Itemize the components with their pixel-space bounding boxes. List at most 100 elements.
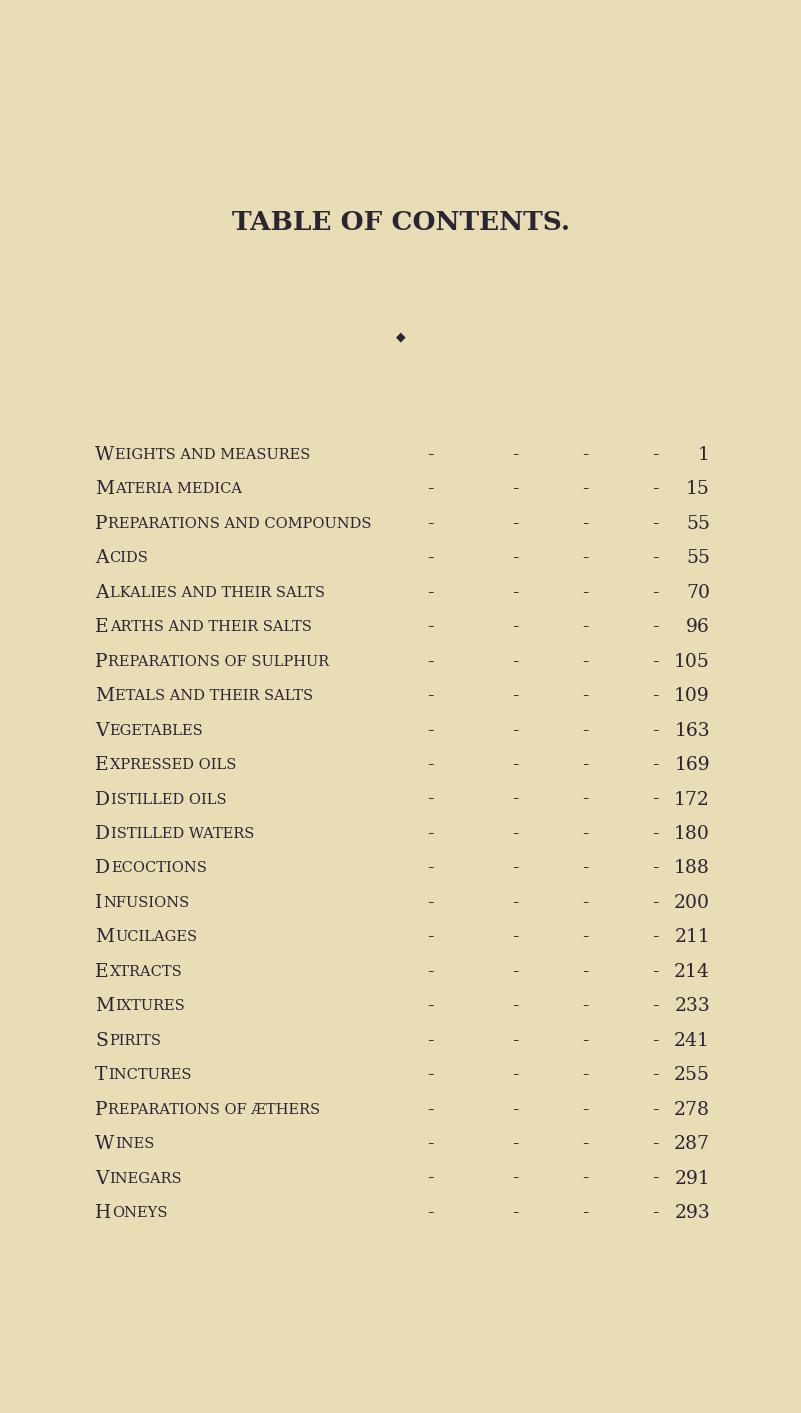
Text: -: - xyxy=(582,998,588,1016)
Text: E: E xyxy=(95,962,109,981)
Text: -: - xyxy=(427,1204,433,1222)
Text: -: - xyxy=(652,447,658,463)
Text: EIGHTS AND MEASURES: EIGHTS AND MEASURES xyxy=(115,448,311,462)
Text: -: - xyxy=(582,859,588,877)
Text: -: - xyxy=(427,859,433,877)
Text: REPARATIONS AND COMPOUNDS: REPARATIONS AND COMPOUNDS xyxy=(108,517,372,531)
Text: UCILAGES: UCILAGES xyxy=(115,930,197,944)
Text: 188: 188 xyxy=(674,859,710,877)
Text: 255: 255 xyxy=(674,1067,710,1084)
Text: -: - xyxy=(582,1031,588,1050)
Text: -: - xyxy=(582,1204,588,1222)
Text: 211: 211 xyxy=(674,928,710,947)
Text: -: - xyxy=(512,790,518,808)
Text: -: - xyxy=(427,928,433,947)
Text: -: - xyxy=(427,722,433,739)
Text: 200: 200 xyxy=(674,894,710,911)
Text: -: - xyxy=(582,687,588,705)
Text: -: - xyxy=(512,687,518,705)
Text: -: - xyxy=(427,790,433,808)
Text: 278: 278 xyxy=(674,1101,710,1119)
Text: P: P xyxy=(95,514,107,533)
Text: H: H xyxy=(95,1204,111,1222)
Text: -: - xyxy=(652,859,658,877)
Text: ISTILLED WATERS: ISTILLED WATERS xyxy=(111,827,255,841)
Text: -: - xyxy=(652,653,658,671)
Text: -: - xyxy=(582,447,588,463)
Text: -: - xyxy=(652,825,658,844)
Text: -: - xyxy=(652,1067,658,1084)
Text: -: - xyxy=(512,514,518,533)
Text: IXTURES: IXTURES xyxy=(115,999,185,1013)
Text: D: D xyxy=(95,825,110,844)
Text: I: I xyxy=(95,894,103,911)
Text: M: M xyxy=(95,928,114,947)
Text: -: - xyxy=(512,756,518,774)
Text: -: - xyxy=(427,653,433,671)
Text: S: S xyxy=(95,1031,108,1050)
Text: -: - xyxy=(582,584,588,602)
Text: -: - xyxy=(582,1170,588,1187)
Text: ◆: ◆ xyxy=(396,331,405,343)
Text: -: - xyxy=(512,480,518,499)
Text: -: - xyxy=(652,1101,658,1119)
Text: 291: 291 xyxy=(674,1170,710,1187)
Text: D: D xyxy=(95,790,110,808)
Text: -: - xyxy=(512,1067,518,1084)
Text: 105: 105 xyxy=(674,653,710,671)
Text: -: - xyxy=(427,825,433,844)
Text: INES: INES xyxy=(115,1137,155,1152)
Text: T: T xyxy=(95,1067,107,1084)
Text: -: - xyxy=(427,687,433,705)
Text: -: - xyxy=(582,514,588,533)
Text: ISTILLED OILS: ISTILLED OILS xyxy=(111,793,227,807)
Text: -: - xyxy=(427,962,433,981)
Text: -: - xyxy=(652,928,658,947)
Text: W: W xyxy=(95,1135,115,1153)
Text: 172: 172 xyxy=(674,790,710,808)
Text: -: - xyxy=(652,790,658,808)
Text: 55: 55 xyxy=(686,514,710,533)
Text: -: - xyxy=(512,653,518,671)
Text: -: - xyxy=(427,447,433,463)
Text: E: E xyxy=(95,619,109,636)
Text: -: - xyxy=(652,756,658,774)
Text: CIDS: CIDS xyxy=(110,551,148,565)
Text: -: - xyxy=(512,550,518,568)
Text: E: E xyxy=(95,756,109,774)
Text: 233: 233 xyxy=(674,998,710,1016)
Text: -: - xyxy=(582,722,588,739)
Text: -: - xyxy=(582,1067,588,1084)
Text: ETALS AND THEIR SALTS: ETALS AND THEIR SALTS xyxy=(115,690,313,704)
Text: -: - xyxy=(652,1170,658,1187)
Text: -: - xyxy=(512,722,518,739)
Text: 287: 287 xyxy=(674,1135,710,1153)
Text: -: - xyxy=(652,1204,658,1222)
Text: -: - xyxy=(582,619,588,636)
Text: -: - xyxy=(652,687,658,705)
Text: -: - xyxy=(512,1031,518,1050)
Text: 96: 96 xyxy=(686,619,710,636)
Text: -: - xyxy=(582,550,588,568)
Text: -: - xyxy=(512,825,518,844)
Text: XTRACTS: XTRACTS xyxy=(110,965,183,979)
Text: -: - xyxy=(427,894,433,911)
Text: M: M xyxy=(95,998,114,1016)
Text: 1: 1 xyxy=(698,447,710,463)
Text: -: - xyxy=(582,480,588,499)
Text: REPARATIONS OF SULPHUR: REPARATIONS OF SULPHUR xyxy=(108,654,330,668)
Text: ONEYS: ONEYS xyxy=(112,1207,167,1219)
Text: -: - xyxy=(427,619,433,636)
Text: ARTHS AND THEIR SALTS: ARTHS AND THEIR SALTS xyxy=(110,620,312,634)
Text: -: - xyxy=(427,550,433,568)
Text: P: P xyxy=(95,1101,107,1119)
Text: -: - xyxy=(427,998,433,1016)
Text: -: - xyxy=(427,1170,433,1187)
Text: -: - xyxy=(652,550,658,568)
Text: 293: 293 xyxy=(674,1204,710,1222)
Text: -: - xyxy=(652,1031,658,1050)
Text: -: - xyxy=(652,1135,658,1153)
Text: INEGARS: INEGARS xyxy=(110,1171,182,1186)
Text: -: - xyxy=(652,722,658,739)
Text: P: P xyxy=(95,653,107,671)
